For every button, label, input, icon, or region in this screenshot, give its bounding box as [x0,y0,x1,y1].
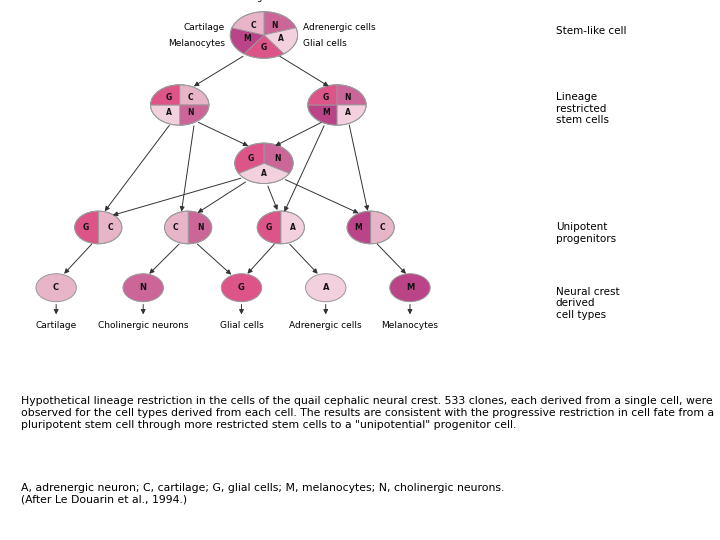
Wedge shape [307,85,337,105]
Wedge shape [235,143,264,173]
Circle shape [305,274,346,302]
Text: M: M [243,34,251,43]
Text: G: G [83,223,89,232]
Text: C: C [188,93,193,102]
Wedge shape [230,28,264,54]
Text: A: A [345,108,351,117]
Circle shape [123,274,163,302]
Circle shape [221,274,261,302]
Wedge shape [337,85,366,105]
Text: A: A [166,108,172,117]
Text: N: N [197,223,204,232]
Text: C: C [173,223,179,232]
Wedge shape [150,85,180,105]
Text: C: C [53,283,59,292]
Wedge shape [281,211,305,244]
Text: G: G [323,93,329,102]
Text: A: A [323,283,329,292]
Text: C: C [108,223,113,232]
Wedge shape [244,35,284,58]
Circle shape [36,274,76,302]
Text: M: M [323,108,330,117]
Text: N: N [271,21,277,30]
Text: Cartilage: Cartilage [35,321,77,330]
Text: G: G [166,93,172,102]
Text: Melanocytes: Melanocytes [168,39,225,48]
Wedge shape [307,105,337,125]
Wedge shape [75,211,98,244]
Wedge shape [150,105,180,125]
Text: M: M [354,223,362,232]
Wedge shape [347,211,371,244]
Text: G: G [238,283,245,292]
Text: C: C [251,21,256,30]
Text: A, adrenergic neuron; C, cartilage; G, glial cells; M, melanocytes; N, cholinerg: A, adrenergic neuron; C, cartilage; G, g… [22,483,505,504]
Wedge shape [165,211,188,244]
Text: Lineage
restricted
stem cells: Lineage restricted stem cells [556,92,609,125]
Text: Unipotent
progenitors: Unipotent progenitors [556,222,616,244]
Text: A: A [278,34,284,43]
Text: Neural crest
derived
cell types: Neural crest derived cell types [556,287,619,320]
Wedge shape [188,211,212,244]
Text: N: N [344,93,351,102]
Text: N: N [187,108,194,117]
Text: Glial cells: Glial cells [220,321,264,330]
Text: M: M [406,283,414,292]
Wedge shape [180,105,209,125]
Text: N: N [274,153,280,163]
Text: Adrenergic cells: Adrenergic cells [303,24,376,32]
Text: Stem-like cell: Stem-like cell [556,26,626,36]
Text: Hypothetical lineage restriction in the cells of the quail cephalic neural crest: Hypothetical lineage restriction in the … [22,396,714,429]
Wedge shape [232,12,264,35]
Text: A: A [261,170,267,178]
Text: Cartilage: Cartilage [184,24,225,32]
Wedge shape [264,143,293,173]
Text: N: N [140,283,147,292]
Text: G: G [248,153,254,163]
Wedge shape [371,211,395,244]
Text: G: G [261,43,267,52]
Wedge shape [264,28,297,54]
Wedge shape [98,211,122,244]
Wedge shape [238,163,289,184]
Text: Cholinergic neurons: Cholinergic neurons [98,321,189,330]
Wedge shape [257,211,281,244]
Text: Glial cells: Glial cells [303,39,347,48]
Text: A: A [290,223,296,232]
Text: Cholinergic neurons: Cholinergic neurons [219,0,309,2]
Circle shape [390,274,430,302]
Text: C: C [380,223,386,232]
Text: Adrenergic cells: Adrenergic cells [289,321,362,330]
Wedge shape [337,105,366,125]
Text: G: G [266,223,271,232]
Text: Melanocytes: Melanocytes [382,321,438,330]
Wedge shape [264,12,296,35]
Wedge shape [180,85,209,105]
